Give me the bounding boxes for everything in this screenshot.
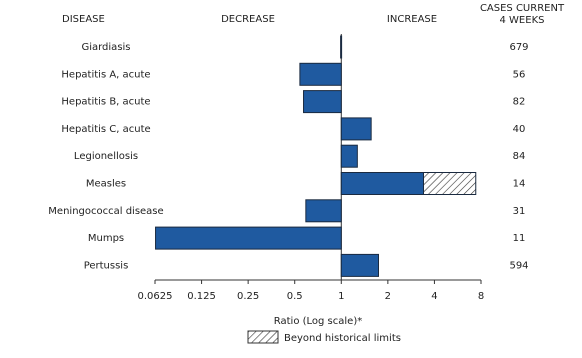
bar-beyond-limit [423,172,477,195]
bar [340,144,358,168]
category-label: Pertussis [84,260,129,271]
x-tick-label: 0.5 [287,291,303,302]
x-axis-label: Ratio (Log scale)* [274,316,362,327]
header-decrease: DECREASE [221,14,275,25]
header-increase: INCREASE [387,14,437,25]
cases-label: 11 [513,233,526,244]
category-label: Meningococcal disease [48,206,163,217]
bar [303,90,342,114]
bar [305,199,342,223]
cases-label: 40 [513,124,526,135]
bar [340,172,425,195]
cases-label: 14 [513,179,526,190]
category-label: Measles [86,179,126,190]
x-tick-label: 8 [478,291,484,302]
x-tick-label: 0.0625 [138,291,173,302]
bar [340,117,372,141]
category-label: Hepatitis B, acute [61,97,150,108]
x-tick-label: 1 [338,291,344,302]
header-disease: DISEASE [62,14,105,25]
cases-label: 594 [509,260,528,271]
x-tick-label: 4 [431,291,437,302]
x-tick-label: 2 [385,291,391,302]
category-label: Hepatitis A, acute [61,69,150,80]
x-tick-label: 0.125 [187,291,216,302]
cases-label: 56 [513,69,526,80]
cases-label: 31 [513,206,526,217]
category-label: Hepatitis C, acute [61,124,150,135]
header-cases: CASES CURRENT [480,3,565,14]
cases-label: 679 [509,42,528,53]
legend-label: Beyond historical limits [284,333,401,344]
bar [340,253,380,277]
legend-swatch [247,330,279,344]
bar [340,35,343,59]
bar [155,226,342,250]
bar [299,62,342,86]
header-cases: 4 WEEKS [500,15,545,26]
category-label: Giardiasis [81,42,130,53]
cases-label: 84 [513,151,526,162]
cases-label: 82 [513,97,526,108]
category-label: Mumps [88,233,124,244]
x-tick-label: 0.25 [237,291,259,302]
category-label: Legionellosis [74,151,138,162]
